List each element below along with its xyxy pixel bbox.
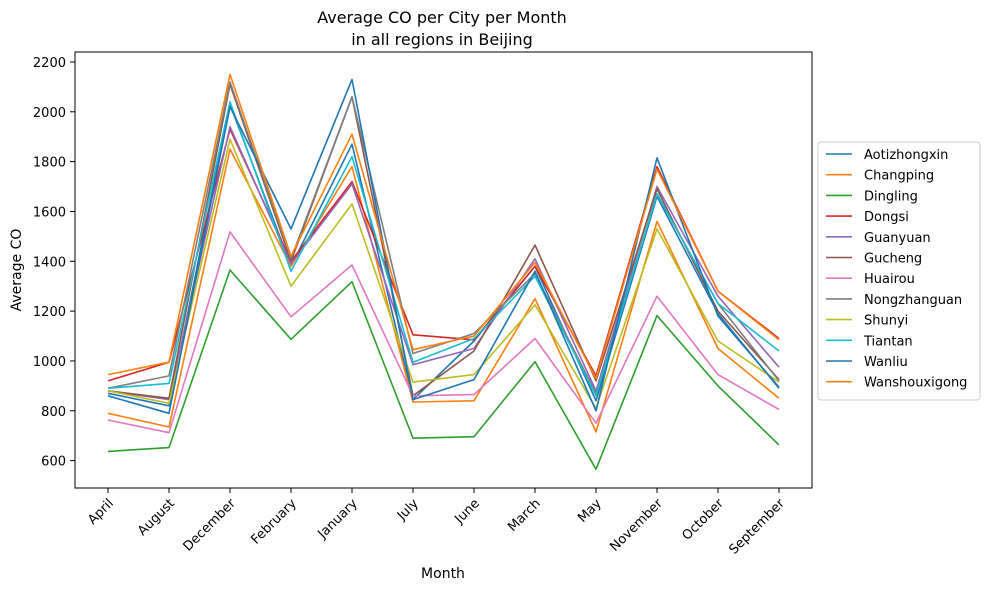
x-tick-label: August xyxy=(135,496,178,539)
plot-frame xyxy=(75,52,812,488)
legend-label: Shunyi xyxy=(864,314,908,329)
y-tick-label: 1600 xyxy=(33,205,66,220)
y-tick-label: 2200 xyxy=(33,56,66,71)
series-line-huairou xyxy=(107,231,780,434)
series-line-wanliu xyxy=(107,78,780,415)
legend-label: Guanyuan xyxy=(864,231,931,246)
legend-label: Dongsi xyxy=(864,210,909,225)
x-axis-label: Month xyxy=(421,566,465,582)
legend-label: Dingling xyxy=(864,189,918,204)
series-line-guanyuan xyxy=(107,125,780,401)
x-tick-label: September xyxy=(726,496,788,558)
series-line-gucheng xyxy=(107,83,780,400)
series-layer xyxy=(107,73,780,471)
x-tick-label: February xyxy=(248,496,300,548)
y-axis: 600 800 1000 1200 1400 1600 1800 2000 2200 xyxy=(33,56,75,470)
series-line-wanshouxigong xyxy=(107,73,780,380)
chart-title: Average CO per City per Month xyxy=(317,8,567,27)
x-axis: April August December February January July Ju… xyxy=(85,488,788,558)
y-tick-label: 2000 xyxy=(33,106,66,121)
legend-label: Wanliu xyxy=(864,355,908,370)
x-tick-label: July xyxy=(394,496,422,524)
y-tick-label: 1000 xyxy=(33,355,66,370)
y-tick-label: 600 xyxy=(41,455,66,470)
y-tick-label: 1400 xyxy=(33,255,66,270)
y-tick-label: 1800 xyxy=(33,156,66,171)
series-line-shunyi xyxy=(107,138,780,410)
plot-border xyxy=(74,51,813,489)
series-line-dingling xyxy=(107,269,780,471)
legend-label: Huairou xyxy=(864,272,915,287)
legend: Aotizhongxin Changping Dingling Dongsi Guany… xyxy=(817,141,981,401)
legend-label: Tiantan xyxy=(863,334,913,349)
y-axis-label: Average CO xyxy=(9,229,25,312)
x-tick-label: October xyxy=(679,496,727,544)
x-tick-label: December xyxy=(181,496,240,555)
y-tick-label: 1200 xyxy=(33,305,66,320)
legend-label: Changping xyxy=(864,169,934,184)
chart-subtitle: in all regions in Beijing xyxy=(351,30,533,49)
plot-area xyxy=(74,51,813,489)
legend-label: Wanshouxigong xyxy=(864,376,967,391)
legend-box xyxy=(817,141,981,401)
series-line-dongsi xyxy=(107,128,780,382)
x-tick-label: November xyxy=(607,496,666,555)
series-line-changping xyxy=(107,148,780,433)
x-tick-label: January xyxy=(315,496,361,542)
series-line-tiantan xyxy=(107,101,780,397)
x-tick-label: May xyxy=(575,496,605,526)
x-tick-label: March xyxy=(505,496,544,535)
legend-label: Nongzhanguan xyxy=(864,293,962,308)
y-tick-label: 800 xyxy=(41,405,66,420)
x-tick-label: April xyxy=(85,496,117,528)
legend-label: Aotizhongxin xyxy=(864,148,948,163)
legend-label: Gucheng xyxy=(864,252,922,267)
x-tick-label: June xyxy=(451,496,482,527)
